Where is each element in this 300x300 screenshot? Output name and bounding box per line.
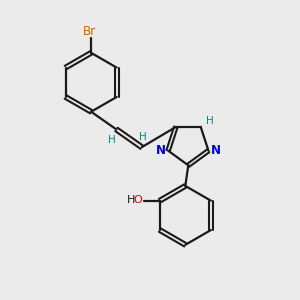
Text: H: H: [140, 132, 147, 142]
Text: H: H: [206, 116, 213, 126]
Text: H: H: [127, 195, 135, 205]
Text: N: N: [156, 144, 166, 157]
Text: N: N: [211, 144, 221, 157]
Text: Br: Br: [83, 25, 96, 38]
Text: H: H: [108, 135, 116, 145]
Text: O: O: [134, 195, 142, 205]
